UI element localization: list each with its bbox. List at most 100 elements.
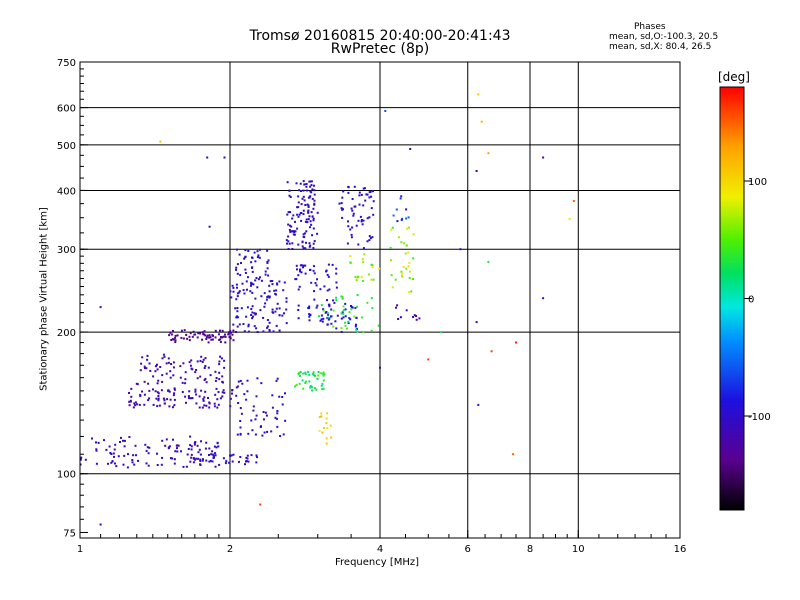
data-point: [207, 366, 210, 369]
data-point: [335, 272, 338, 275]
data-point: [360, 193, 363, 196]
data-point: [349, 261, 352, 264]
data-point: [243, 330, 246, 333]
data-point: [312, 207, 315, 210]
data-point: [239, 274, 242, 277]
data-point: [202, 333, 205, 336]
data-point: [390, 228, 393, 231]
data-point: [243, 393, 246, 396]
data-point: [262, 330, 265, 333]
data-point: [126, 466, 129, 469]
data-point: [192, 330, 195, 333]
data-point: [369, 237, 372, 240]
data-point: [156, 382, 159, 385]
data-point: [235, 298, 238, 301]
data-point: [135, 382, 138, 385]
data-point: [113, 455, 115, 458]
data-point: [180, 329, 183, 332]
data-point: [195, 369, 198, 371]
data-point: [314, 375, 317, 377]
data-point: [298, 213, 301, 216]
data-point: [271, 283, 274, 286]
data-point: [134, 404, 137, 407]
data-point: [210, 338, 213, 341]
data-point: [208, 334, 211, 337]
data-point: [223, 156, 226, 159]
y-tick-label: 200: [57, 328, 76, 339]
data-point: [278, 395, 281, 398]
data-point: [143, 393, 146, 396]
data-point: [344, 324, 347, 327]
data-point: [370, 297, 373, 300]
data-point: [303, 183, 306, 186]
data-point: [286, 213, 289, 216]
data-point: [349, 318, 352, 321]
data-point: [240, 412, 243, 415]
phases-heading: Phases: [634, 22, 666, 32]
data-point: [304, 382, 307, 384]
data-point: [159, 366, 162, 368]
data-point: [392, 214, 395, 217]
data-point: [390, 259, 392, 262]
data-point: [397, 318, 400, 320]
data-point: [309, 185, 312, 188]
data-point: [172, 394, 175, 397]
data-point: [210, 453, 213, 456]
phases-x-mode-stats: mean, sd,X: 80.4, 26.5: [609, 42, 712, 52]
data-point: [131, 461, 134, 464]
data-point: [297, 288, 300, 291]
data-point: [236, 272, 239, 275]
data-point: [239, 456, 242, 458]
data-point: [208, 447, 211, 450]
data-point: [208, 454, 210, 456]
data-point: [272, 330, 275, 333]
data-point: [180, 450, 182, 453]
data-point: [239, 433, 242, 436]
data-point: [293, 231, 296, 233]
data-point: [169, 331, 172, 334]
data-point: [247, 276, 249, 279]
data-point: [246, 306, 249, 309]
data-point: [240, 262, 242, 264]
data-point: [322, 387, 325, 390]
y-tick-label: 500: [57, 141, 76, 152]
data-point: [95, 448, 98, 451]
data-point: [287, 211, 290, 214]
data-point: [282, 289, 285, 292]
data-point: [229, 405, 232, 408]
data-point: [291, 230, 294, 233]
data-point: [168, 405, 171, 408]
data-point: [361, 258, 364, 261]
data-point: [311, 188, 314, 191]
data-point: [302, 213, 305, 216]
data-point: [147, 382, 150, 385]
data-point: [297, 304, 300, 307]
data-point: [310, 223, 313, 226]
data-point: [325, 417, 328, 420]
data-point: [315, 284, 318, 287]
data-point: [185, 333, 188, 336]
data-point: [310, 180, 313, 183]
data-point: [205, 338, 208, 340]
data-point: [284, 392, 286, 395]
data-point: [187, 448, 190, 450]
data-point: [219, 340, 222, 343]
data-point: [288, 229, 291, 231]
data-point: [157, 395, 160, 397]
data-point: [238, 460, 240, 463]
data-point: [407, 251, 410, 254]
data-point: [161, 439, 164, 442]
data-point: [244, 255, 247, 258]
data-point: [174, 450, 177, 453]
data-point: [330, 308, 333, 311]
data-point: [335, 281, 338, 284]
data-point: [341, 297, 344, 300]
data-point: [143, 380, 146, 383]
data-point: [276, 425, 279, 428]
data-point: [229, 330, 232, 333]
data-point: [312, 371, 315, 374]
data-point: [396, 220, 399, 223]
data-point: [188, 390, 191, 393]
data-point: [201, 331, 204, 334]
data-point: [148, 397, 151, 400]
